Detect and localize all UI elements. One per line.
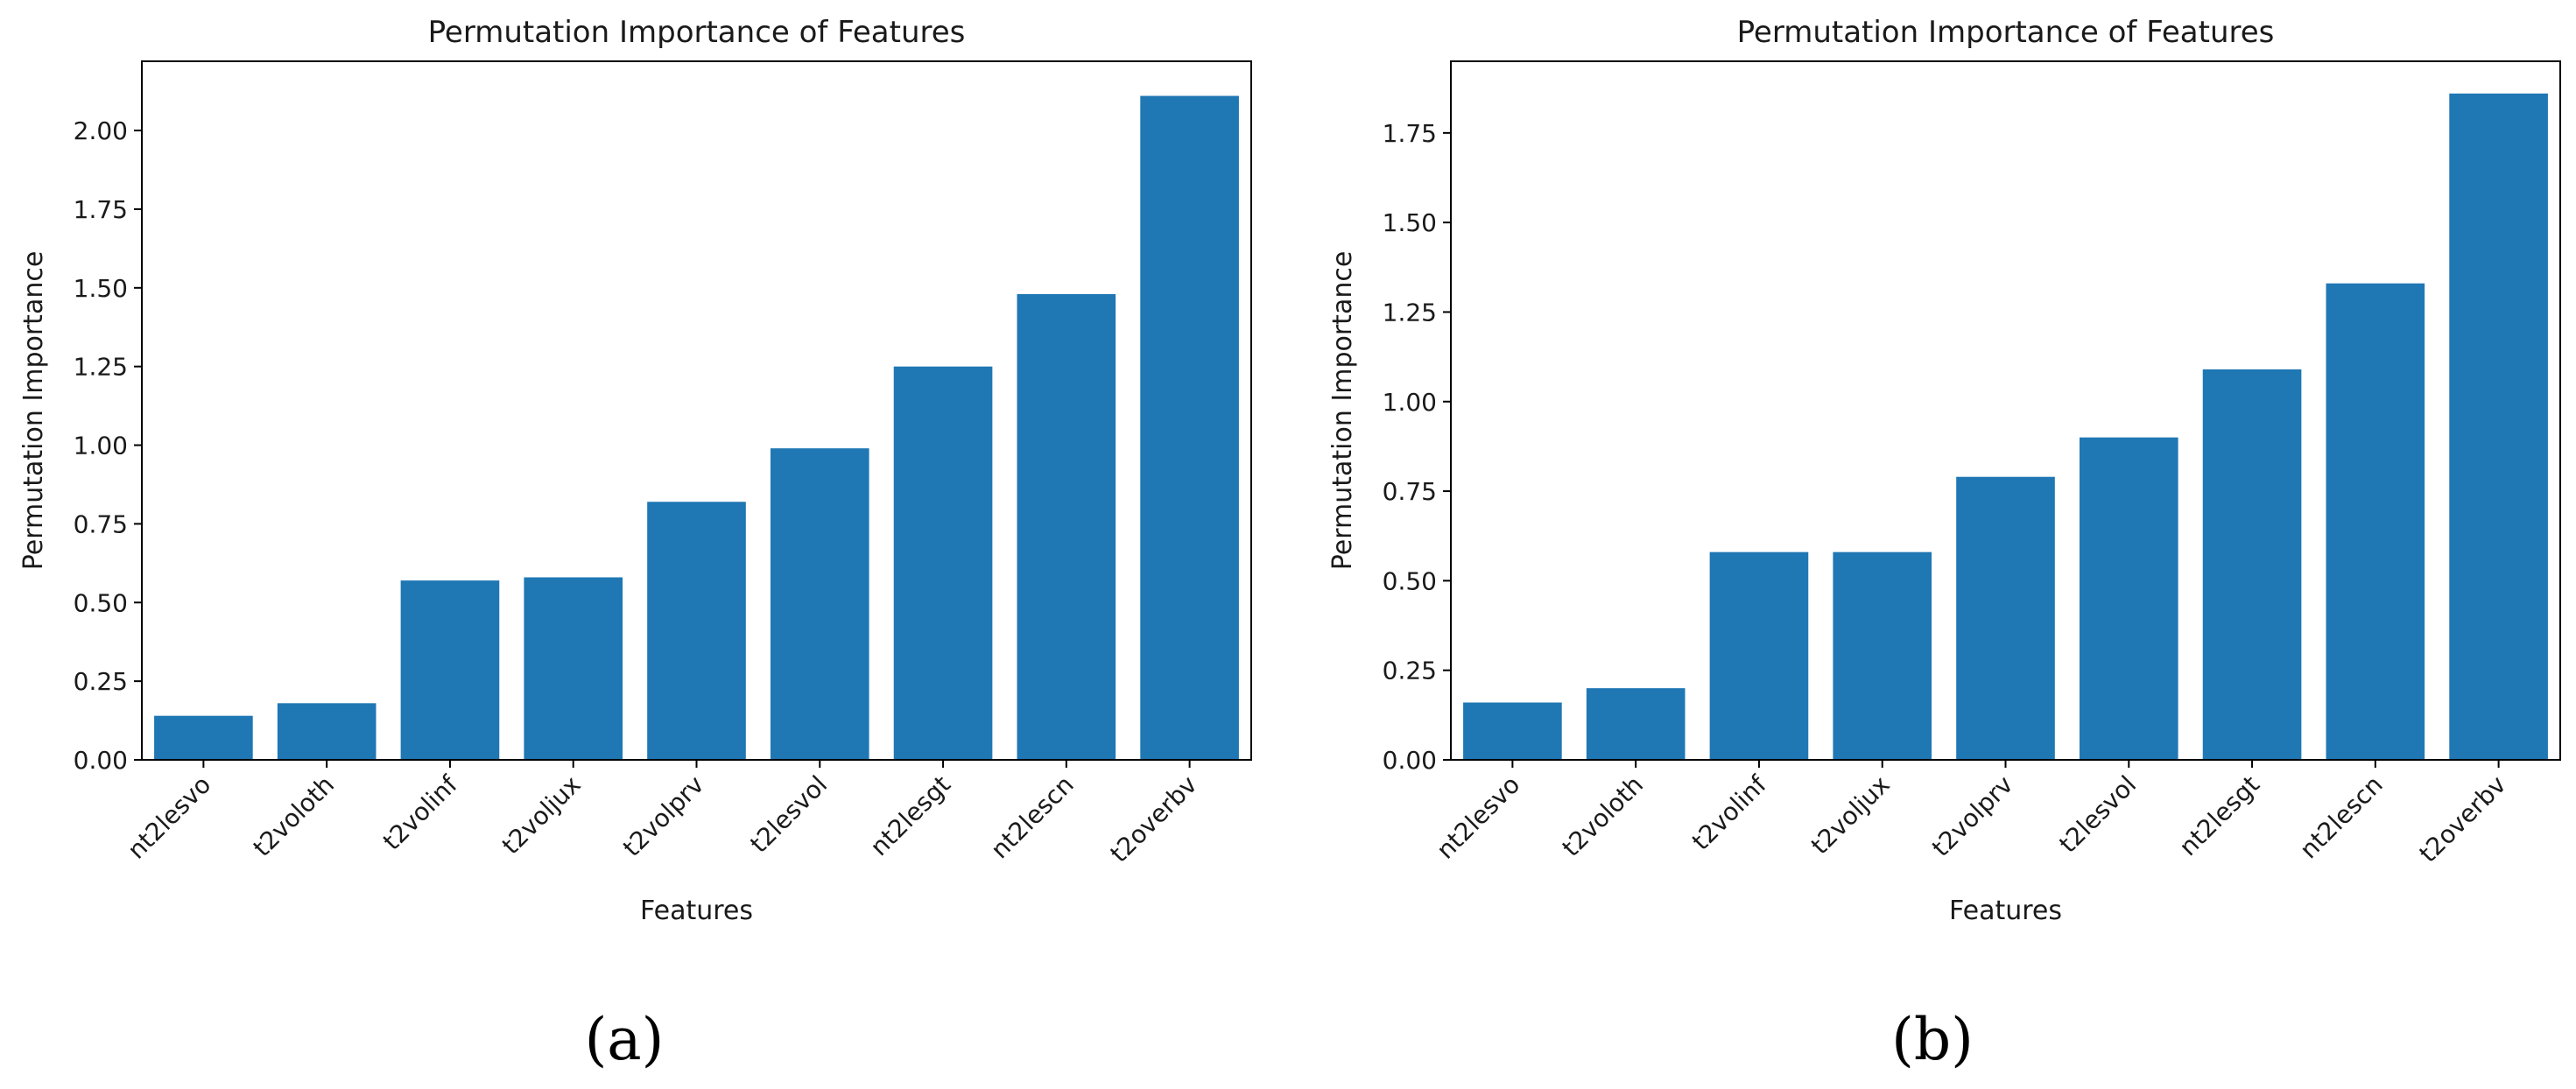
y-tick-label-b-3: 0.75 xyxy=(1383,477,1437,506)
chart-title-b: Permutation Importance of Features xyxy=(1737,15,2275,50)
bar-b-t2voloth xyxy=(1586,688,1686,760)
bar-b-t2voljux xyxy=(1833,552,1932,760)
y-tick-label-a-0: 0.00 xyxy=(74,746,128,775)
x-tick-label-b-nt2lesgt: nt2lesgt xyxy=(2173,770,2265,862)
y-tick-label-b-5: 1.25 xyxy=(1383,298,1437,327)
y-tick-label-b-2: 0.50 xyxy=(1383,566,1437,595)
x-tick-label-a-t2voloth: t2voloth xyxy=(248,770,340,862)
y-tick-label-b-4: 1.00 xyxy=(1383,388,1437,417)
bar-a-nt2lescn xyxy=(1017,294,1116,760)
x-tick-label-a-nt2lesvo: nt2lesvo xyxy=(122,770,216,865)
y-tick-label-a-3: 0.75 xyxy=(74,509,128,538)
panel-label-a: (a) xyxy=(585,1006,665,1073)
x-tick-label-a-t2lesvol: t2lesvol xyxy=(744,770,833,859)
x-tick-label-b-nt2lescn: nt2lescn xyxy=(2294,770,2389,865)
y-tick-label-b-1: 0.25 xyxy=(1383,657,1437,685)
panel-label-b: (b) xyxy=(1891,1006,1974,1073)
x-tick-label-a-t2overbv: t2overbv xyxy=(1104,770,1202,868)
y-tick-label-a-8: 2.00 xyxy=(74,116,128,145)
y-tick-label-a-7: 1.75 xyxy=(74,195,128,224)
x-tick-label-a-t2volprv: t2volprv xyxy=(617,770,709,862)
bar-b-nt2lescn xyxy=(2326,283,2425,761)
y-tick-label-b-7: 1.75 xyxy=(1383,119,1437,148)
bar-a-t2volprv xyxy=(647,502,746,760)
bar-b-t2lesvol xyxy=(2079,437,2178,760)
x-tick-label-a-t2volinf: t2volinf xyxy=(377,769,464,856)
x-axis-label-a: Features xyxy=(640,896,753,926)
x-tick-label-b-nt2lesvo: nt2lesvo xyxy=(1431,770,1525,865)
bar-b-t2volinf xyxy=(1709,552,1809,760)
chart-title-a: Permutation Importance of Features xyxy=(428,15,966,50)
bar-a-t2voloth xyxy=(277,703,377,760)
x-tick-label-b-t2overbv: t2overbv xyxy=(2413,770,2511,868)
y-axis-label-a: Permutation Importance xyxy=(18,251,49,571)
bar-a-t2voljux xyxy=(524,577,623,760)
bar-b-nt2lesgt xyxy=(2202,369,2302,760)
bar-a-t2lesvol xyxy=(770,448,869,760)
chart-panel-a: 0.00 0.25 0.50 0.75 1.00 1.25 1.50 1.75 2.00 nt2l… xyxy=(18,15,1252,1073)
x-tick-label-b-t2volinf: t2volinf xyxy=(1686,769,1773,856)
x-tick-label-b-t2volprv: t2volprv xyxy=(1926,770,2018,862)
bar-chart-a: 0.00 0.25 0.50 0.75 1.00 1.25 1.50 1.75 2.00 nt2l… xyxy=(18,15,1252,1073)
x-tick-label-b-t2lesvol: t2lesvol xyxy=(2053,770,2142,859)
x-tick-label-b-t2voljux: t2voljux xyxy=(1805,770,1896,861)
bar-a-nt2lesgt xyxy=(893,366,993,760)
y-tick-label-a-6: 1.50 xyxy=(74,274,128,303)
bar-a-t2volinf xyxy=(400,580,500,760)
bar-a-t2overbv xyxy=(1140,95,1239,761)
bar-b-nt2lesvo xyxy=(1463,702,1562,760)
x-tick-label-a-t2voljux: t2voljux xyxy=(496,770,587,861)
y-tick-label-a-2: 0.50 xyxy=(74,588,128,617)
x-tick-label-a-nt2lesgt: nt2lesgt xyxy=(864,770,956,862)
bar-a-nt2lesvo xyxy=(154,715,253,760)
y-tick-label-a-4: 1.00 xyxy=(74,432,128,460)
x-tick-label-b-t2voloth: t2voloth xyxy=(1557,770,1649,862)
x-tick-label-a-nt2lescn: nt2lescn xyxy=(985,770,1080,865)
y-tick-label-b-6: 1.50 xyxy=(1383,208,1437,237)
y-axis-label-b: Permutation Importance xyxy=(1327,251,1358,571)
x-axis-label-b: Features xyxy=(1949,896,2062,926)
bar-chart-b: 0.00 0.25 0.50 0.75 1.00 1.25 1.50 1.75 nt2lesvo… xyxy=(1327,15,2561,1073)
bar-b-t2volprv xyxy=(1956,476,2055,760)
bar-b-t2overbv xyxy=(2449,93,2548,760)
y-tick-label-b-0: 0.00 xyxy=(1383,746,1437,775)
y-tick-label-a-1: 0.25 xyxy=(74,667,128,696)
chart-panel-b: 0.00 0.25 0.50 0.75 1.00 1.25 1.50 1.75 nt2lesvo… xyxy=(1288,0,2576,1089)
y-tick-label-a-5: 1.25 xyxy=(74,353,128,382)
